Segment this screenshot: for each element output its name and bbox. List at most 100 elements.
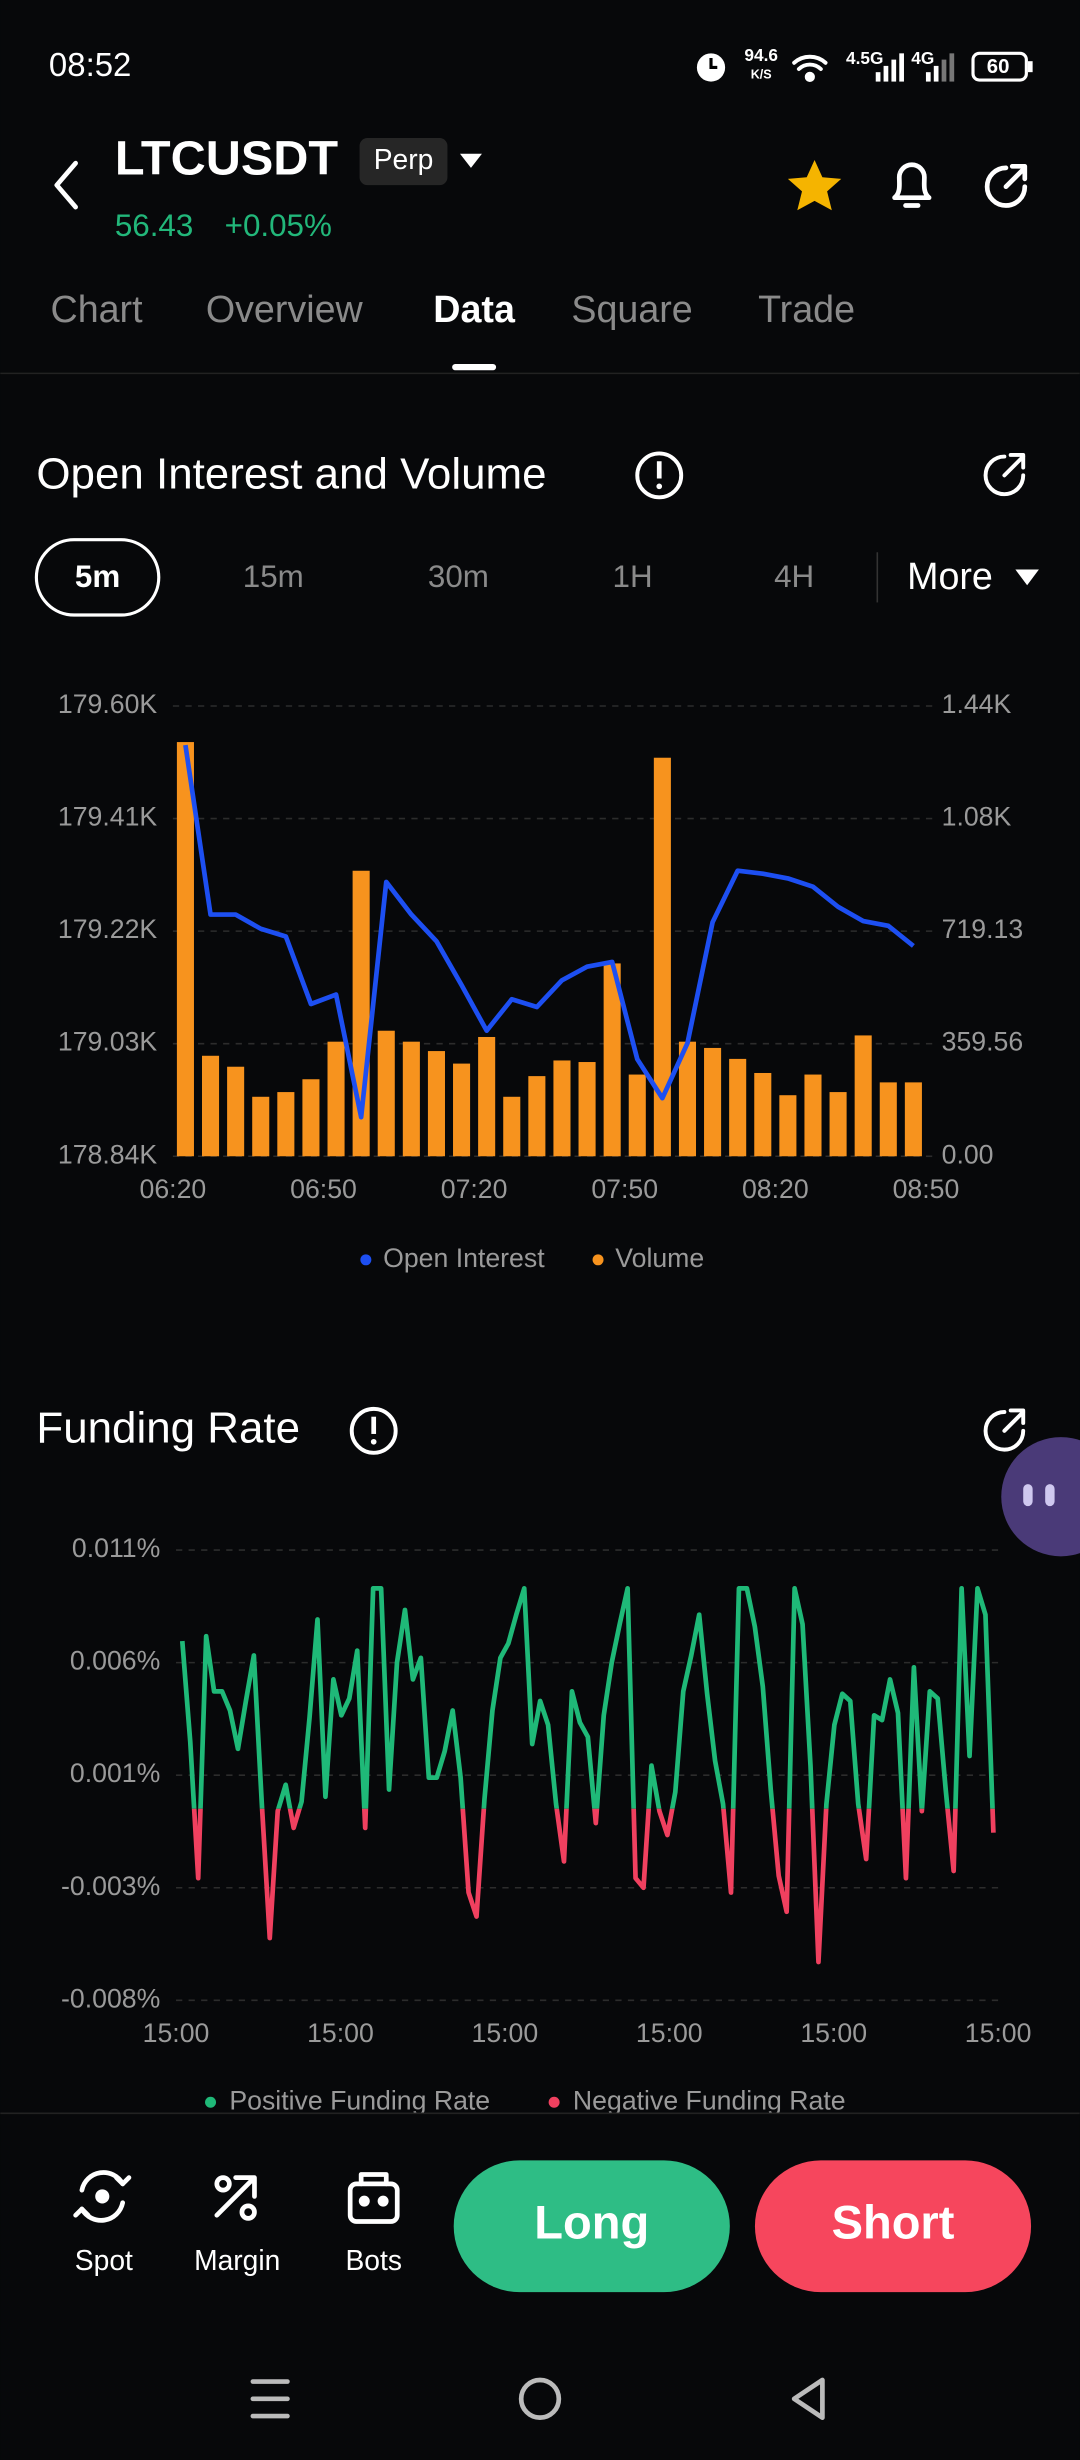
spot-icon[interactable] — [73, 2170, 132, 2223]
legend-dot — [592, 1254, 604, 1266]
volume-bar — [904, 1082, 922, 1157]
bots-icon[interactable] — [347, 2172, 400, 2224]
volume-bar — [528, 1076, 546, 1157]
y2-tick-label: 0.00 — [942, 1139, 994, 1169]
volume-bar — [453, 1063, 471, 1157]
x-tick-label: 15:00 — [307, 2018, 374, 2048]
legend-label[interactable]: Negative Funding Rate — [573, 2085, 846, 2115]
back-button[interactable] — [54, 160, 78, 210]
legend-label[interactable]: Positive Funding Rate — [229, 2085, 490, 2115]
x-tick-label: 15:00 — [471, 2018, 538, 2048]
interval[interactable]: 5m — [75, 559, 120, 594]
share-chart-button[interactable] — [983, 1408, 1026, 1452]
volume-bar — [227, 1066, 245, 1157]
long-label[interactable]: Long — [534, 2196, 649, 2249]
action-label[interactable]: Spot — [75, 2244, 133, 2276]
volume-bar — [804, 1074, 822, 1157]
interval[interactable]: 4H — [774, 559, 814, 594]
nav-home[interactable] — [518, 2377, 562, 2420]
x-tick-label: 15:00 — [636, 2018, 703, 2048]
funding-rate-chart: -0.008% -0.003% 0.001% 0.006% 0.011% 15:00 15:… — [61, 1533, 1031, 2115]
section-title: Funding Rate — [36, 1403, 300, 1452]
floating-assistant[interactable] — [1001, 1437, 1080, 1557]
volume-bar — [302, 1079, 320, 1157]
price: 56.43 — [115, 208, 193, 243]
volume-bar — [854, 1035, 872, 1157]
volume-bar — [779, 1095, 797, 1157]
nav-menu[interactable] — [250, 2379, 290, 2419]
signal-2-bars — [925, 53, 955, 82]
battery-icon — [971, 51, 1033, 82]
net-speed: 94.6 — [744, 45, 778, 65]
interval-pill[interactable] — [34, 538, 161, 617]
x-tick-label: 08:50 — [893, 1174, 960, 1204]
y2-tick-label: 1.08K — [942, 802, 1012, 832]
volume-bar — [653, 757, 671, 1157]
y-tick-label: 179.41K — [58, 802, 158, 832]
status-time: 08:52 — [49, 46, 131, 83]
nav-back[interactable] — [791, 2377, 825, 2420]
tab[interactable]: Chart — [51, 288, 144, 330]
net-unit: K/S — [751, 68, 772, 82]
x-tick-label: 06:50 — [290, 1174, 357, 1204]
tab[interactable]: Square — [571, 288, 692, 330]
legend-label[interactable]: Volume — [615, 1243, 704, 1273]
tab-indicator — [452, 363, 497, 371]
symbol: LTCUSDT — [115, 131, 339, 185]
price-change: +0.05% — [225, 208, 332, 243]
margin-icon[interactable] — [214, 2175, 257, 2221]
volume-bar — [553, 1060, 571, 1157]
y-tick-label: 0.006% — [70, 1646, 160, 1676]
info-icon[interactable] — [349, 1406, 398, 1455]
long-button[interactable] — [453, 2160, 730, 2293]
alarm-icon — [696, 53, 726, 82]
share-button[interactable] — [984, 163, 1028, 208]
y2-tick-label: 1.44K — [942, 689, 1012, 719]
y-tick-label: -0.008% — [61, 1983, 160, 2013]
symbol-dropdown[interactable] — [459, 153, 482, 168]
alert-bell[interactable] — [892, 162, 932, 208]
x-tick-label: 15:00 — [965, 2018, 1032, 2048]
favorite-star[interactable] — [787, 160, 842, 211]
action-label[interactable]: Bots — [345, 2244, 401, 2276]
tab[interactable]: Trade — [758, 288, 855, 330]
volume-bar — [377, 1030, 395, 1157]
contract-type[interactable]: Perp — [374, 143, 434, 175]
info-icon[interactable] — [635, 451, 684, 500]
tab[interactable]: Overview — [206, 288, 364, 330]
short-label[interactable]: Short — [832, 2196, 955, 2249]
contract-badge[interactable] — [359, 138, 448, 186]
volume-bar — [427, 1051, 445, 1157]
interval[interactable]: 1H — [613, 559, 653, 594]
legend-dot — [548, 2096, 560, 2108]
more-intervals[interactable]: More — [907, 555, 993, 597]
volume-bar — [879, 1082, 897, 1157]
y-tick-label: 179.60K — [58, 689, 158, 719]
signal-2-label: 4G — [911, 48, 934, 68]
interval[interactable]: 15m — [243, 559, 304, 594]
signal-1-bars — [875, 53, 904, 82]
volume-bar — [277, 1092, 295, 1157]
x-tick-label: 15:00 — [143, 2018, 210, 2048]
legend-label[interactable]: Open Interest — [383, 1243, 545, 1273]
interval[interactable]: 30m — [428, 559, 489, 594]
action-label[interactable]: Margin — [194, 2244, 280, 2276]
more-arrow[interactable] — [1015, 569, 1039, 586]
positive-rate-line — [179, 1586, 995, 1809]
x-tick-label: 08:20 — [742, 1174, 809, 1204]
short-button[interactable] — [754, 2160, 1032, 2293]
x-tick-label: 07:20 — [441, 1174, 508, 1204]
tab-bar: Chart Overview Data Square Trade — [51, 288, 855, 371]
share-chart-button[interactable] — [983, 453, 1026, 497]
volume-bar — [478, 1036, 496, 1157]
open-interest-line — [183, 744, 915, 1120]
volume-bar — [829, 1092, 847, 1157]
y-tick-label: 178.84K — [58, 1139, 158, 1169]
volume-bar — [729, 1058, 747, 1157]
legend-dot — [205, 2096, 217, 2108]
volume-bar — [628, 1074, 646, 1157]
volume-bar — [503, 1096, 521, 1157]
tab[interactable]: Data — [433, 288, 516, 330]
